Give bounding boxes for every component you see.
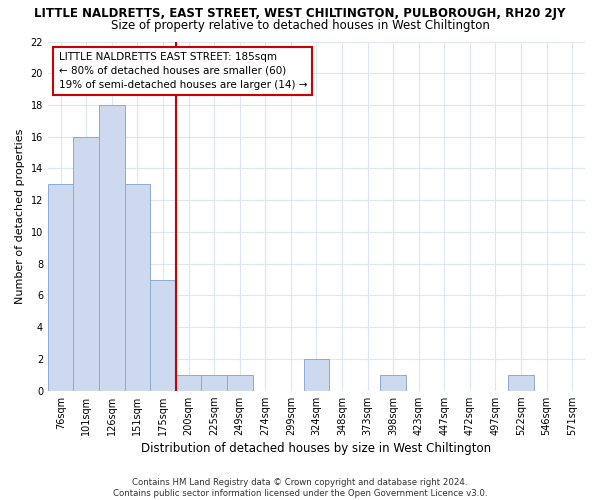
Text: Contains HM Land Registry data © Crown copyright and database right 2024.
Contai: Contains HM Land Registry data © Crown c…	[113, 478, 487, 498]
Bar	[380, 375, 406, 390]
Text: Size of property relative to detached houses in West Chiltington: Size of property relative to detached ho…	[110, 18, 490, 32]
Text: LITTLE NALDRETTS EAST STREET: 185sqm
← 80% of detached houses are smaller (60)
1: LITTLE NALDRETTS EAST STREET: 185sqm ← 8…	[59, 52, 307, 90]
Bar	[99, 105, 125, 391]
Text: LITTLE NALDRETTS, EAST STREET, WEST CHILTINGTON, PULBOROUGH, RH20 2JY: LITTLE NALDRETTS, EAST STREET, WEST CHIL…	[34, 8, 566, 20]
Bar	[508, 375, 534, 390]
Bar	[227, 375, 253, 390]
Bar	[202, 375, 227, 390]
Bar	[125, 184, 150, 390]
Bar	[176, 375, 202, 390]
Bar	[73, 136, 99, 390]
Y-axis label: Number of detached properties: Number of detached properties	[15, 128, 25, 304]
X-axis label: Distribution of detached houses by size in West Chiltington: Distribution of detached houses by size …	[142, 442, 491, 455]
Bar	[304, 359, 329, 390]
Bar	[48, 184, 73, 390]
Bar	[150, 280, 176, 390]
